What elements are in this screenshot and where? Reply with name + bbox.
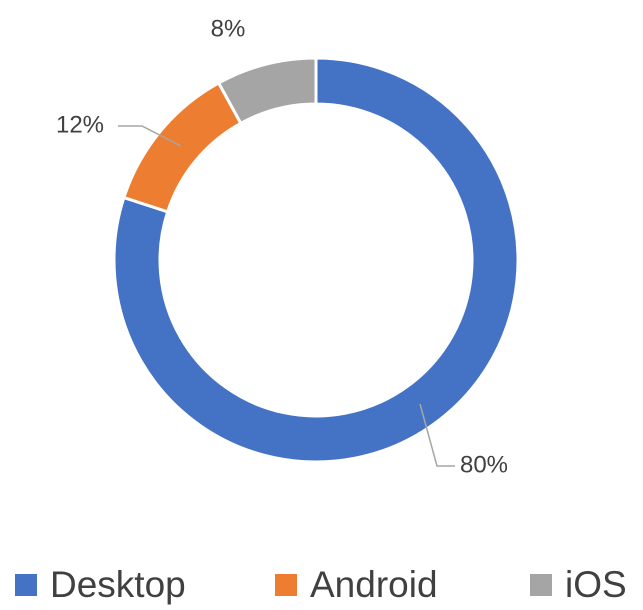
- leader-line: [419, 403, 455, 467]
- leader-line: [118, 125, 182, 147]
- data-label: 12%: [56, 111, 104, 138]
- donut-slice: [112, 56, 520, 464]
- legend-swatch: [275, 574, 297, 596]
- data-label: 8%: [211, 15, 246, 42]
- data-label: 80%: [460, 451, 508, 478]
- donut-slice: [216, 56, 318, 126]
- legend-label: Desktop: [50, 564, 186, 605]
- legend-label: iOS: [565, 564, 627, 605]
- donut-slice: [121, 80, 243, 214]
- legend-swatch: [15, 574, 37, 596]
- legend-label: Android: [310, 564, 438, 605]
- legend-swatch: [530, 574, 552, 596]
